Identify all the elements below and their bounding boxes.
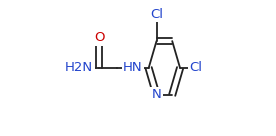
Text: HN: HN: [123, 61, 143, 75]
Text: N: N: [152, 88, 161, 101]
Text: H2N: H2N: [65, 61, 93, 75]
Text: O: O: [94, 31, 105, 44]
Text: Cl: Cl: [150, 8, 163, 21]
Text: Cl: Cl: [189, 61, 202, 75]
